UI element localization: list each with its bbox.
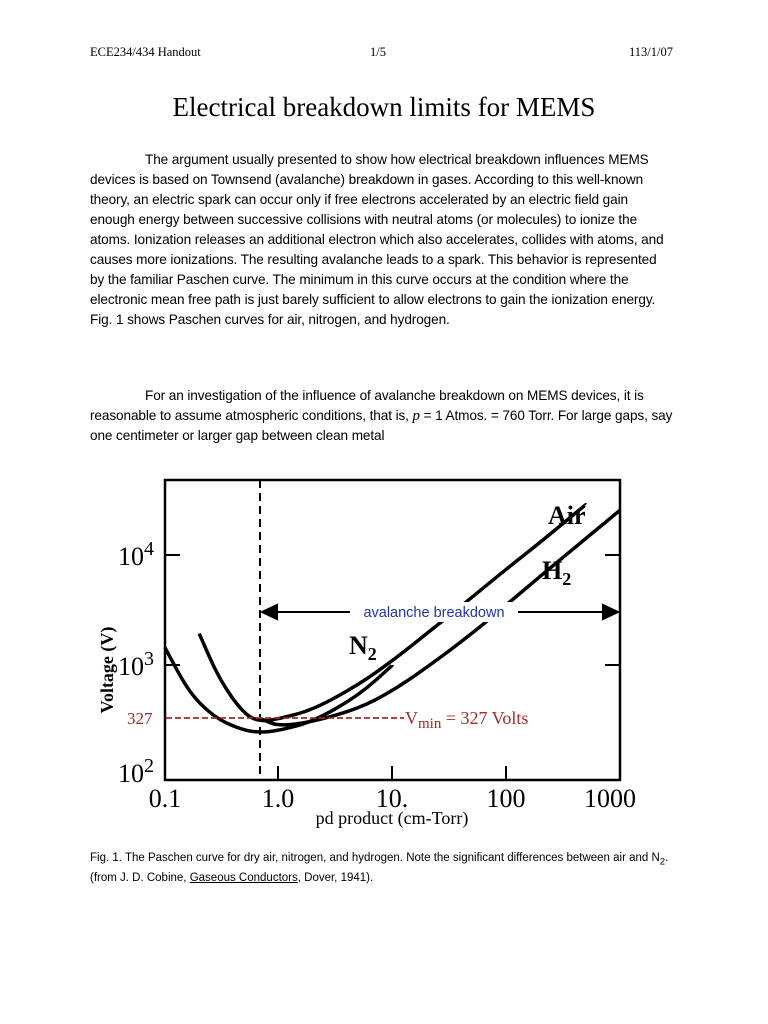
avalanche-label: avalanche breakdown <box>363 605 504 621</box>
label-air: Air <box>548 501 586 530</box>
x-label-1: 1.0 <box>262 784 295 813</box>
x-label-4: 1000 <box>584 784 636 813</box>
paragraph-1-text: The argument usually presented to show h… <box>90 152 664 327</box>
page-title: Electrical breakdown limits for MEMS <box>172 92 596 122</box>
avalanche-arrow-left-head <box>259 603 278 621</box>
paragraph-1: The argument usually presented to show h… <box>90 150 673 330</box>
paragraph-2: For an investigation of the influence of… <box>90 386 673 446</box>
caption-text-3: , Dover, 1941). <box>297 872 374 885</box>
x-tick-labels: 0.1 1.0 10. 100 1000 <box>149 784 636 813</box>
y-label-1e2: 102 <box>118 755 154 788</box>
avalanche-label-bg <box>352 602 516 622</box>
series-h2 <box>260 508 622 727</box>
paschen-chart: 104 103 102 0.1 1.0 10. 100 1000 Voltage… <box>97 478 636 829</box>
y-ticks <box>165 554 620 666</box>
caption-text-1: Fig. 1. The Paschen curve for dry air, n… <box>90 852 660 864</box>
y-label-1e3: 103 <box>118 648 154 681</box>
avalanche-arrow-right-head <box>602 603 621 621</box>
figure-caption: Fig. 1. The Paschen curve for dry air, n… <box>90 850 680 887</box>
paschen-figure: 104 103 102 0.1 1.0 10. 100 1000 Voltage… <box>0 470 768 840</box>
header-page-number: 1/5 <box>370 45 386 59</box>
paragraph-2-part2: = 1 Atmos. = 760 Torr. For large gaps, s… <box>90 408 673 443</box>
header-course: ECE234/434 Handout <box>90 45 201 59</box>
caption-text-2: . (from J. D. Cobine, <box>90 852 669 885</box>
y-axis-title: Voltage (V) <box>97 627 118 714</box>
pressure-variable: p <box>412 408 421 424</box>
series-air <box>197 502 588 723</box>
x-ticks <box>277 766 507 780</box>
series-n2 <box>163 646 395 734</box>
vmin-y-label: 327 <box>127 709 153 728</box>
x-label-3: 100 <box>487 784 526 813</box>
x-label-2: 10. <box>376 784 409 813</box>
avalanche-arrow <box>259 603 621 621</box>
y-label-1e4: 104 <box>118 538 154 571</box>
x-axis-title: pd product (cm-Torr) <box>316 808 469 829</box>
paragraph-2-part1: For an investigation of the influence of… <box>90 388 644 423</box>
page-header: ECE234/434 Handout 1/5 113/1/07 <box>90 45 673 65</box>
caption-subscript: 2 <box>659 856 666 868</box>
label-n2: N2 <box>349 631 377 664</box>
x-label-0: 0.1 <box>149 784 182 813</box>
vmin-label: Vmin = 327 Volts <box>405 708 528 732</box>
label-h2: H2 <box>542 556 571 589</box>
header-date: 113/1/07 <box>629 45 673 59</box>
caption-book-title: Gaseous Conductors <box>189 872 298 885</box>
